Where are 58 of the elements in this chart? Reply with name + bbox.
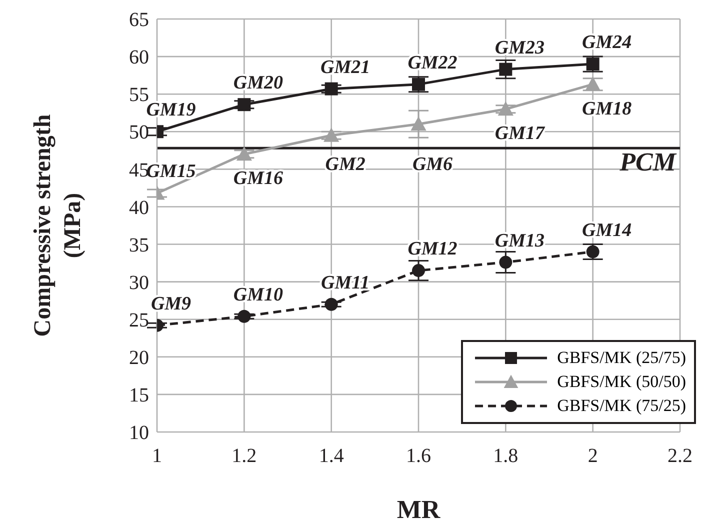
point [586,58,600,71]
x-tick-label: 1.6 [406,445,431,468]
point [410,116,426,131]
y-axis-title: Compressive strength (MPa) [30,114,86,337]
x-tick-label: 1.2 [232,445,257,468]
annotation: GM9 [150,293,192,314]
point [324,298,338,311]
annotation: GM21 [320,56,370,78]
x-tick-label: 1.4 [318,445,344,468]
x-tick-label: 2.2 [668,445,692,468]
y-tick-label: 40 [129,196,149,219]
y-tick-label: 50 [129,122,149,144]
annotation: GM11 [321,272,370,294]
y-tick-label: 35 [129,234,149,256]
y-tick-label: 30 [129,272,149,294]
annotation: GM14 [582,220,632,241]
annotation: GM16 [233,168,284,190]
annotation: GM10 [233,284,284,306]
legend-label: GBFS/MK (25/75) [557,348,686,368]
annotation: GM2 [325,154,366,176]
y-tick-label: 60 [129,46,149,69]
annotation: GM24 [582,32,632,54]
point [238,98,251,112]
point [499,256,512,269]
point [238,310,251,323]
annotation: GM15 [146,161,196,182]
point [586,245,600,258]
point [412,264,425,278]
point [412,78,425,91]
annotation: GM20 [233,72,284,94]
y-tick-label: 15 [129,384,149,407]
ref-line-label: PCM [618,148,677,177]
y-tick-label: 25 [129,309,149,332]
annotation: GM22 [408,52,458,74]
point [499,62,512,76]
annotation: GM12 [408,238,458,260]
legend-label: GBFS/MK (50/50) [557,372,686,392]
y-tick-label: 55 [129,84,149,106]
annotation: GM13 [494,230,544,252]
x-tick-label: 1 [152,445,162,468]
y-tick-label: 20 [129,347,149,370]
point [236,146,252,161]
x-tick-label: 1.8 [493,445,518,468]
annotation: GM17 [494,123,546,144]
x-axis-title: MR [396,495,440,524]
point [324,128,340,142]
y-tick-label: 65 [129,9,149,32]
annotation: GM19 [146,100,196,121]
legend-label: GBFS/MK (75/25) [557,396,686,416]
y-tick-label: 45 [129,159,149,182]
annotation: GM23 [494,37,544,58]
point [498,101,514,116]
y-tick-label: 10 [129,422,149,444]
point [585,76,601,91]
point [324,82,338,96]
annotation: GM18 [582,98,632,120]
annotation: GM6 [412,154,454,176]
x-tick-label: 2 [588,445,598,468]
